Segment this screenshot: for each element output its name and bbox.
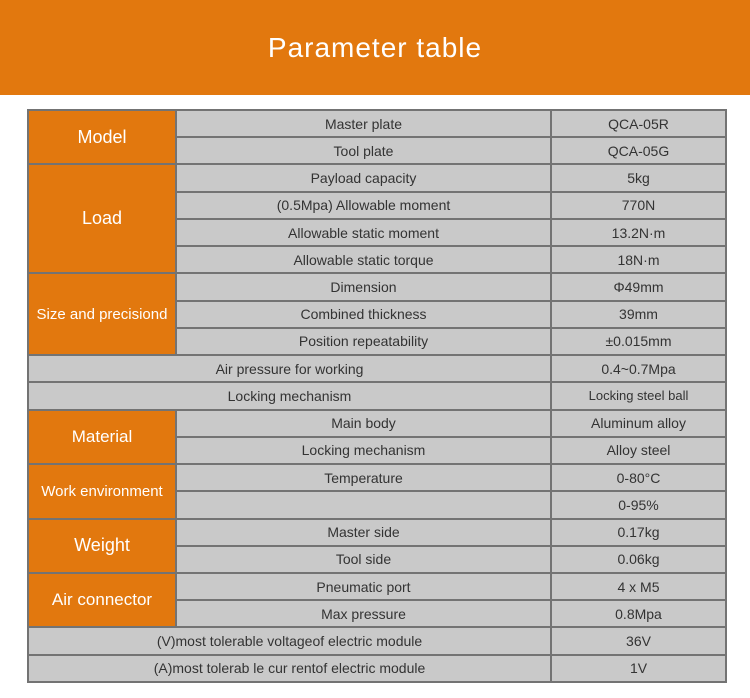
value-cell: 0-95% — [550, 490, 727, 520]
param-cell-max-current: (A)most tolerab le cur rentof electric m… — [27, 653, 552, 684]
value-cell: ±0.015mm — [550, 326, 727, 357]
table-row: Work environment Temperature 0-80°C — [27, 463, 727, 520]
value-cell: 0.06kg — [550, 544, 727, 574]
table-row: Locking mechanism Locking steel ball — [27, 381, 727, 411]
group-cell-model: Model — [27, 108, 177, 166]
value-cell: 0.4~0.7Mpa — [550, 354, 727, 384]
table-row: 0-95% — [28, 490, 727, 520]
param-cell: Temperature — [175, 463, 552, 493]
param-cell: Max pressure — [175, 599, 552, 629]
param-cell: Position repeatability — [175, 326, 552, 357]
param-cell: Tool plate — [175, 136, 552, 166]
param-cell: (0.5Mpa) Allowable moment — [175, 190, 552, 220]
table-row: Locking mechanism Alloy steel — [28, 435, 727, 466]
value-cell: Alloy steel — [550, 435, 727, 466]
value-cell: 13.2N·m — [550, 217, 727, 248]
group-cell-material: Material — [27, 408, 177, 466]
param-cell-locking-mechanism: Locking mechanism — [27, 381, 552, 411]
param-cell: Pneumatic port — [175, 571, 552, 602]
param-cell: Payload capacity — [175, 163, 552, 193]
value-cell: 39mm — [550, 299, 727, 329]
table-row: (0.5Mpa) Allowable moment 770N — [28, 190, 727, 220]
table-row: Allowable static torque 18N·m — [28, 245, 727, 275]
table-row: Allowable static moment 13.2N·m — [28, 217, 727, 248]
table-row: Air pressure for working 0.4~0.7Mpa — [27, 354, 727, 384]
value-cell: 18N·m — [550, 245, 727, 275]
value-cell: 5kg — [550, 163, 727, 193]
param-cell — [175, 490, 552, 520]
param-cell: Master plate — [175, 108, 552, 139]
page-header: Parameter table — [0, 0, 750, 95]
param-cell: Combined thickness — [175, 299, 552, 329]
value-cell: QCA-05G — [550, 136, 727, 166]
group-cell-size-and-precision: Size and precisiond — [27, 272, 177, 357]
group-cell-weight: Weight — [27, 517, 177, 574]
value-cell: 1V — [550, 653, 727, 684]
parameter-table: Model Master plate QCA-05R Tool plate QC… — [27, 108, 727, 684]
table-row: Air connector Pneumatic port 4 x M5 — [27, 571, 727, 629]
table-row: Weight Master side 0.17kg — [27, 517, 727, 574]
param-cell: Locking mechanism — [175, 435, 552, 466]
param-cell: Main body — [175, 408, 552, 438]
value-cell: Aluminum alloy — [550, 408, 727, 438]
table-row: Combined thickness 39mm — [28, 299, 727, 329]
table-row: Model Master plate QCA-05R — [27, 108, 727, 166]
param-cell: Dimension — [175, 272, 552, 302]
table-row: Tool plate QCA-05G — [28, 136, 727, 166]
table-row: Size and precisiond Dimension Φ49mm — [27, 272, 727, 357]
value-cell: 770N — [550, 190, 727, 220]
group-cell-air-connector: Air connector — [27, 571, 177, 629]
value-cell: Φ49mm — [550, 272, 727, 302]
group-cell-work-environment: Work environment — [27, 463, 177, 520]
value-cell: Locking steel ball — [550, 381, 727, 411]
table-row: Material Main body Aluminum alloy — [27, 408, 727, 466]
param-cell: Tool side — [175, 544, 552, 574]
param-cell: Allowable static torque — [175, 245, 552, 275]
table-row: (V)most tolerable voltageof electric mod… — [27, 626, 727, 656]
value-cell: 36V — [550, 626, 727, 656]
table-row: Position repeatability ±0.015mm — [28, 326, 727, 357]
group-cell-load: Load — [27, 163, 177, 275]
table-row: Load Payload capacity 5kg — [27, 163, 727, 275]
param-cell-max-voltage: (V)most tolerable voltageof electric mod… — [27, 626, 552, 656]
value-cell: 0-80°C — [550, 463, 727, 493]
table-row: (A)most tolerab le cur rentof electric m… — [27, 653, 727, 684]
page-title: Parameter table — [267, 31, 483, 63]
param-cell-air-pressure: Air pressure for working — [27, 354, 552, 384]
parameter-table-container: Model Master plate QCA-05R Tool plate QC… — [27, 108, 727, 684]
table-row: Max pressure 0.8Mpa — [28, 599, 727, 629]
value-cell: 4 x M5 — [550, 571, 727, 602]
param-cell: Allowable static moment — [175, 217, 552, 248]
param-cell: Master side — [175, 517, 552, 547]
table-row: Tool side 0.06kg — [28, 544, 727, 574]
value-cell: QCA-05R — [550, 108, 727, 139]
value-cell: 0.17kg — [550, 517, 727, 547]
value-cell: 0.8Mpa — [550, 599, 727, 629]
